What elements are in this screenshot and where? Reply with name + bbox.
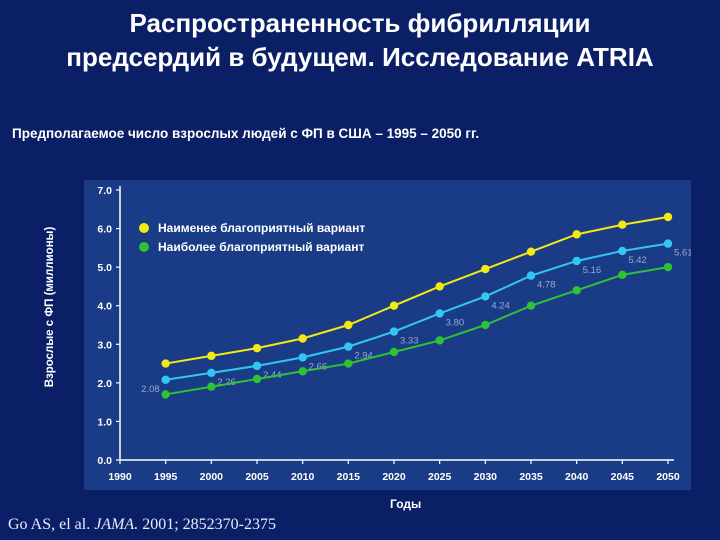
- data-label: 2.08: [141, 384, 160, 395]
- x-axis-label: Годы: [390, 497, 422, 511]
- x-tick-label: 1995: [154, 471, 178, 483]
- data-label: 5.61: [674, 248, 691, 259]
- chart-container: 0.0 1.0 2.0 3.0 4.0 5.0 6.0 7.0 1990 1995 2000 2005…: [84, 180, 693, 490]
- series-best-case-point: [481, 320, 490, 330]
- series-middle-line: [165, 242, 669, 381]
- series-best-case-point: [389, 347, 399, 357]
- series-middle-point: [389, 327, 399, 336]
- x-tick-label: 2050: [656, 471, 680, 483]
- y-tick-label: 2.0: [97, 378, 112, 390]
- y-tick-label: 7.0: [97, 185, 112, 197]
- series-worst-case-point: [572, 230, 581, 239]
- x-tick-label: 2020: [382, 471, 406, 483]
- page-title-line-2: предсердий в будущем. Исследование ATRIA: [66, 42, 654, 72]
- series-best-case-point: [663, 262, 673, 272]
- series-worst-case-point: [207, 351, 216, 361]
- series-middle-point: [435, 309, 444, 318]
- x-tick-label: 2035: [519, 471, 543, 483]
- citation-details: 2001; 2852370-2375: [142, 516, 276, 533]
- series-best-case-point: [207, 382, 216, 391]
- citation-authors: Go AS, el al.: [8, 516, 91, 533]
- series-worst-case-point: [161, 359, 170, 368]
- series-worst-case-point: [618, 220, 627, 229]
- series-best-case-point: [161, 390, 170, 399]
- legend-entry: Наиболее благоприятный вариант: [158, 240, 364, 254]
- series-best-case-point: [344, 359, 353, 368]
- y-tick-label: 4.0: [97, 301, 112, 313]
- x-tick-label: 2045: [611, 471, 635, 483]
- data-label: 2.26: [217, 377, 236, 388]
- series-best-case-point: [526, 301, 536, 310]
- x-tick-label: 2040: [565, 471, 589, 483]
- series-middle-point: [481, 292, 490, 301]
- x-tick-label: 2030: [474, 471, 498, 483]
- page-title: Распространенность фибрилляции предсерди…: [0, 6, 720, 74]
- y-tick-label: 1.0: [97, 416, 112, 428]
- data-label: 3.80: [446, 317, 465, 328]
- page-title-line-1: Распространенность фибрилляции: [129, 8, 591, 38]
- legend-marker: [139, 242, 149, 252]
- series-best-case-line: [165, 266, 669, 396]
- series-middle-point: [207, 368, 216, 378]
- series-best-case-point: [618, 270, 627, 280]
- x-tick-label: 2015: [337, 471, 361, 483]
- series-worst-case-point: [344, 320, 353, 330]
- data-label: 2.94: [354, 351, 373, 362]
- y-tick-label: 3.0: [97, 339, 112, 351]
- data-label: 4.24: [491, 300, 510, 311]
- series-middle-point: [252, 361, 262, 371]
- data-label: 2.66: [309, 361, 328, 372]
- series-best-case-point: [252, 374, 262, 384]
- series-best-case-point: [298, 367, 307, 376]
- series-best-case-point: [435, 336, 444, 345]
- legend-marker: [139, 223, 149, 233]
- series-worst-case-point: [252, 343, 262, 353]
- y-tick-label: 6.0: [97, 224, 112, 236]
- y-axis-label: Взрослые с ФП (миллионы): [44, 226, 56, 388]
- series-worst-case-point: [298, 334, 307, 343]
- series-worst-case-point: [481, 264, 490, 274]
- x-tick-label: 2005: [245, 471, 269, 483]
- series-best-case-point: [572, 286, 581, 295]
- series-worst-case-line: [165, 216, 669, 365]
- series-middle-point: [618, 246, 627, 256]
- citation-journal: JAMA.: [94, 516, 139, 533]
- data-label: 5.42: [628, 255, 647, 266]
- x-tick-label: 2010: [291, 471, 315, 483]
- chart-title: Предполагаемое число взрослых людей с ФП…: [12, 126, 480, 141]
- x-tick-label: 2000: [200, 471, 224, 483]
- x-tick-label: 2025: [428, 471, 452, 483]
- series-worst-case-point: [526, 247, 536, 256]
- data-label: 5.16: [583, 265, 602, 276]
- x-tick-label: 1990: [108, 471, 132, 483]
- series-middle-point: [161, 375, 170, 384]
- series-middle-point: [572, 256, 581, 266]
- legend-entry: Наименее благоприятный вариант: [158, 221, 365, 235]
- data-label: 2.44: [263, 370, 282, 381]
- line-chart: 0.0 1.0 2.0 3.0 4.0 5.0 6.0 7.0 1990 1995 2000 2005…: [84, 180, 693, 490]
- series-worst-case-point: [389, 301, 399, 310]
- data-label: 4.78: [537, 280, 556, 291]
- citation: Go AS, el al. JAMA. 2001; 2852370-2375: [8, 516, 276, 534]
- series-worst-case-point: [435, 282, 444, 291]
- series-middle-point: [526, 271, 536, 280]
- series-middle-point: [344, 342, 353, 351]
- data-label: 3.33: [400, 336, 419, 347]
- series-middle-point: [663, 239, 673, 248]
- y-tick-label: 0.0: [97, 455, 112, 467]
- series-worst-case-point: [663, 212, 673, 222]
- y-tick-label: 5.0: [97, 262, 112, 274]
- series-middle-point: [298, 353, 307, 362]
